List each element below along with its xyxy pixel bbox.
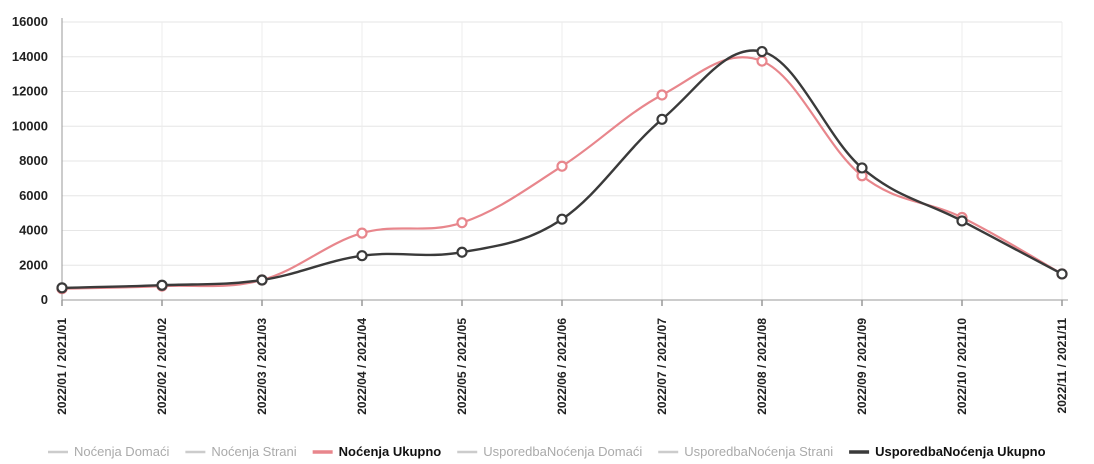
- y-tick-label: 12000: [12, 84, 48, 99]
- data-point-no-enja-ukupno: [356, 227, 368, 239]
- y-tick-label: 0: [41, 292, 48, 307]
- series-line-usporedbano-enja-ukupno: [61, 49, 1063, 290]
- axes: 0 2000 4000 6000 8000 10000 12000 14000 16000 202…: [12, 14, 1069, 415]
- legend-item-usporedbano-enja-strani: UsporedbaNoćenja Strani: [658, 444, 833, 459]
- y-tick-label: 4000: [19, 223, 48, 238]
- data-point-usporedbano-enja-ukupno: [456, 246, 468, 258]
- y-tick-label: 2000: [19, 257, 48, 272]
- x-tick-label: 2022/07 / 2021/07: [655, 318, 669, 415]
- y-tick-label: 8000: [19, 153, 48, 168]
- legend-label: UsporedbaNoćenja Strani: [684, 444, 833, 459]
- legend-label: Noćenja Ukupno: [339, 444, 442, 459]
- x-tick-label: 2022/06 / 2021/06: [555, 318, 569, 415]
- data-point-no-enja-ukupno: [756, 55, 768, 67]
- data-point-no-enja-ukupno: [656, 89, 668, 101]
- legend-label: UsporedbaNoćenja Ukupno: [875, 444, 1046, 459]
- data-point-usporedbano-enja-ukupno: [956, 215, 968, 227]
- x-tick-label: 2022/10 / 2021/10: [955, 318, 969, 415]
- data-point-usporedbano-enja-ukupno: [256, 274, 268, 286]
- x-tick-label: 2022/01 / 2021/01: [55, 318, 69, 415]
- x-tick-label: 2022/04 / 2021/04: [355, 318, 369, 415]
- x-tick-label: 2022/08 / 2021/08: [755, 318, 769, 415]
- y-tick-label: 6000: [19, 188, 48, 203]
- data-point-usporedbano-enja-ukupno: [856, 162, 868, 174]
- y-tick-label: 14000: [12, 49, 48, 64]
- x-tick-label: 2022/11 / 2021/11: [1055, 318, 1069, 414]
- legend-label: Noćenja Strani: [211, 444, 296, 459]
- data-point-usporedbano-enja-ukupno: [1056, 268, 1068, 280]
- data-point-usporedbano-enja-ukupno: [56, 282, 68, 294]
- y-tick-label: 10000: [12, 118, 48, 133]
- data-point-usporedbano-enja-ukupno: [156, 279, 168, 291]
- legend-item-no-enja-doma-i: Noćenja Domaći: [48, 444, 169, 459]
- data-point-no-enja-ukupno: [456, 217, 468, 229]
- y-tick-label: 16000: [12, 14, 48, 29]
- x-tick-label: 2022/03 / 2021/03: [255, 318, 269, 415]
- series: [56, 45, 1068, 295]
- legend-item-usporedbano-enja-doma-i: UsporedbaNoćenja Domaći: [457, 444, 642, 459]
- legend-item-usporedbano-enja-ukupno: UsporedbaNoćenja Ukupno: [849, 444, 1046, 459]
- legend-item-no-enja-ukupno: Noćenja Ukupno: [312, 444, 442, 459]
- data-point-usporedbano-enja-ukupno: [356, 250, 368, 262]
- legend-item-no-enja-strani: Noćenja Strani: [185, 444, 297, 459]
- legend-label: Noćenja Domaći: [74, 444, 169, 459]
- legend-label: UsporedbaNoćenja Domaći: [483, 444, 642, 459]
- data-point-usporedbano-enja-ukupno: [556, 213, 568, 225]
- x-tick-label: 2022/09 / 2021/09: [855, 318, 869, 415]
- x-tick-label: 2022/05 / 2021/05: [455, 318, 469, 415]
- legend: Noćenja Domaći Noćenja Strani Noćenja Ukup…: [48, 444, 1046, 459]
- data-point-no-enja-ukupno: [556, 160, 568, 172]
- x-tick-label: 2022/02 / 2021/02: [155, 318, 169, 415]
- data-point-usporedbano-enja-ukupno: [656, 113, 668, 125]
- data-point-usporedbano-enja-ukupno: [756, 45, 768, 58]
